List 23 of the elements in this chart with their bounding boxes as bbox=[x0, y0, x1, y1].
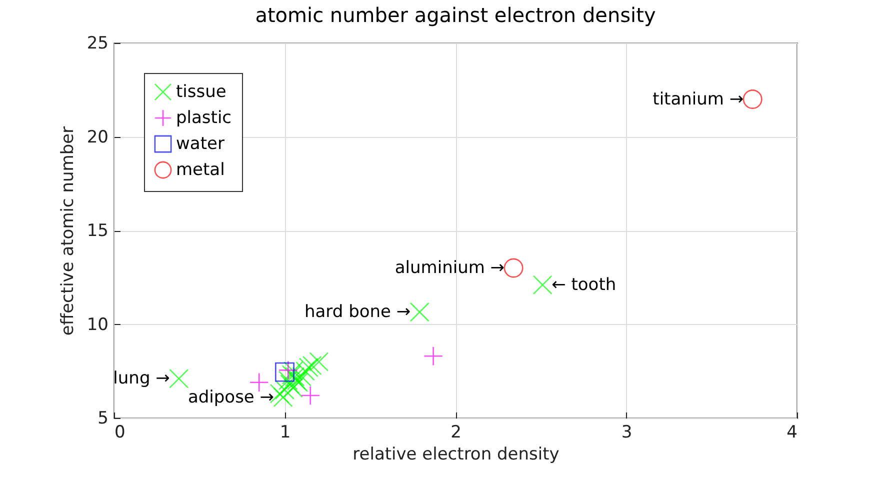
legend-label: tissue bbox=[176, 82, 226, 102]
legend-label: plastic bbox=[176, 108, 232, 128]
x-tick-label: 3 bbox=[621, 422, 632, 442]
y-tick-label: 25 bbox=[86, 34, 108, 54]
x-axis-title: relative electron density bbox=[352, 444, 560, 464]
x-tick-label: 1 bbox=[280, 422, 291, 442]
annotation: aluminium → bbox=[394, 258, 505, 278]
y-tick-label: 10 bbox=[86, 314, 108, 335]
annotation: hard bone → bbox=[304, 302, 411, 322]
x-tick-label: 4 bbox=[786, 422, 798, 442]
annotation: titanium → bbox=[652, 89, 744, 110]
chart-title: atomic number against electron density bbox=[255, 3, 656, 27]
y-axis-title: effective atomic number bbox=[58, 126, 78, 336]
x-tick-label: 0 bbox=[114, 422, 126, 442]
annotation: adipose → bbox=[188, 387, 274, 408]
y-tick-label: 15 bbox=[86, 221, 108, 241]
legend-label: water bbox=[176, 134, 224, 154]
y-tick-label: 20 bbox=[86, 127, 108, 148]
annotation: ← tooth bbox=[552, 274, 616, 295]
legend-label: metal bbox=[176, 160, 225, 180]
x-tick-label: 2 bbox=[450, 422, 462, 442]
annotation: lung → bbox=[113, 368, 170, 389]
y-tick-label: 5 bbox=[98, 408, 108, 428]
